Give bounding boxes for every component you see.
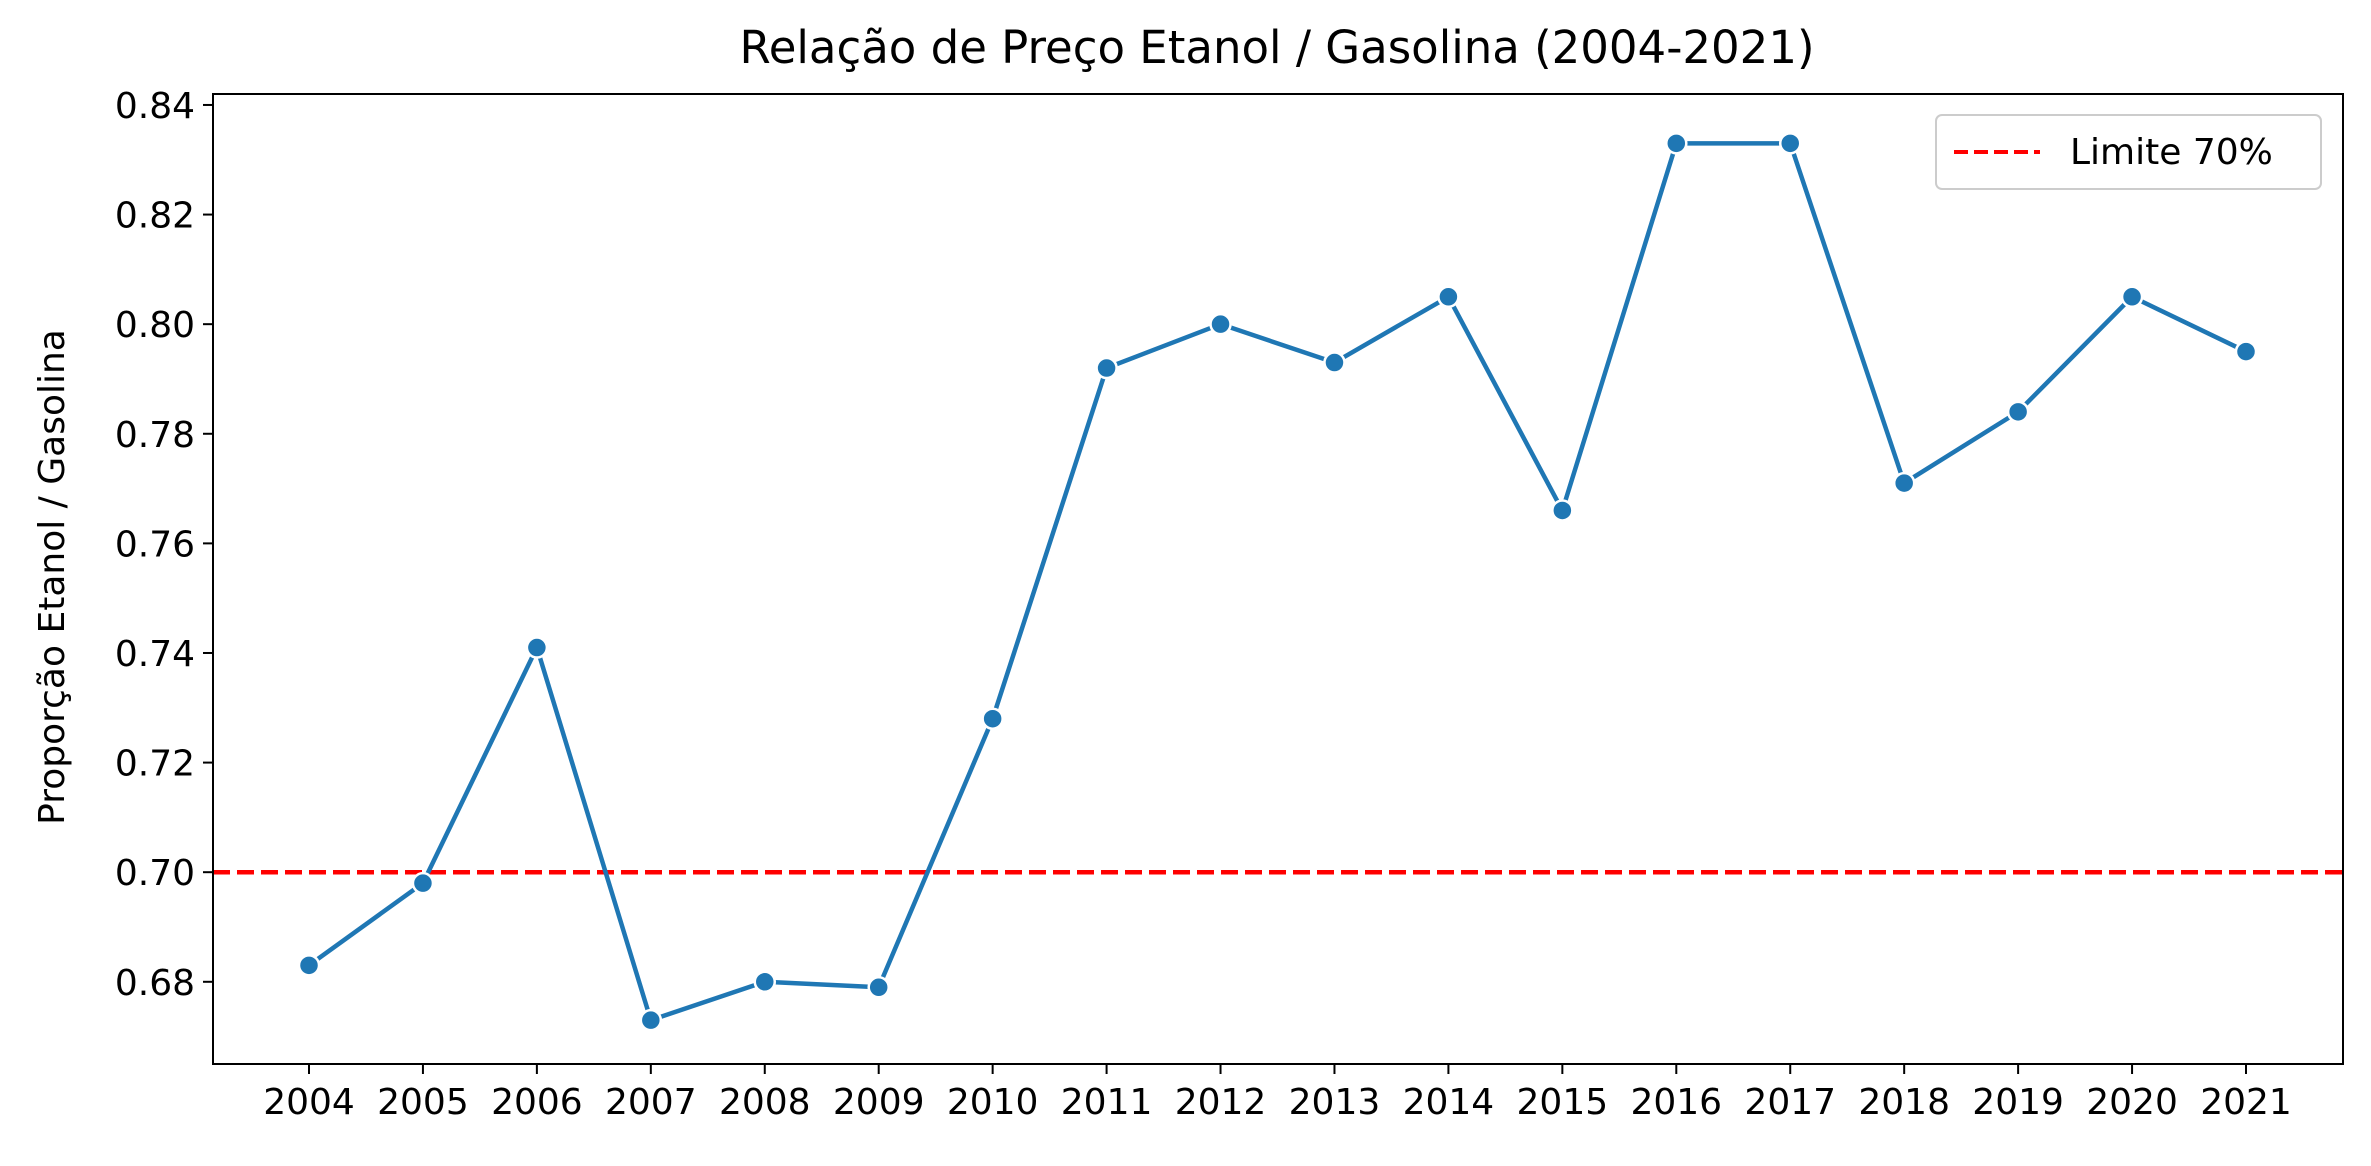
y-tick-label: 0.76 — [115, 524, 195, 565]
data-point — [2120, 285, 2144, 309]
series-line — [307, 141, 2247, 1023]
chart-title: Relação de Preço Etanol / Gasolina (2004… — [739, 21, 1814, 74]
x-tick-label: 2004 — [263, 1082, 355, 1123]
y-tick-label: 0.82 — [115, 196, 195, 237]
x-tick-label: 2013 — [1289, 1082, 1381, 1123]
x-tick-label: 2020 — [2086, 1082, 2178, 1123]
x-tick-label: 2005 — [377, 1082, 469, 1123]
x-tick-label: 2012 — [1175, 1082, 1267, 1123]
data-point — [2234, 340, 2258, 363]
data-point — [1778, 132, 1802, 155]
data-point — [2006, 400, 2030, 424]
y-tick-label: 0.84 — [115, 86, 195, 127]
x-tick-label: 2019 — [1972, 1082, 2064, 1123]
data-point — [1209, 312, 1232, 336]
x-tick-label: 2016 — [1630, 1082, 1722, 1123]
y-tick-label: 0.80 — [115, 305, 195, 346]
legend: Limite 70% — [1935, 114, 2322, 190]
data-point — [981, 707, 1004, 730]
data-point — [753, 970, 777, 994]
y-tick-label: 0.74 — [115, 634, 195, 675]
x-tick-label: 2010 — [947, 1082, 1039, 1123]
data-point — [525, 636, 549, 659]
x-axis-ticks: 2004 2005 2006 2007 2008 2009 2010 2011 2012 2013… — [263, 1064, 2292, 1123]
x-tick-label: 2008 — [719, 1082, 811, 1123]
data-point — [1437, 285, 1460, 309]
x-tick-label: 2018 — [1858, 1082, 1950, 1123]
x-tick-label: 2014 — [1403, 1082, 1495, 1123]
data-point — [1095, 356, 1118, 380]
y-axis-label: Proporção Etanol / Gasolina — [32, 329, 73, 825]
legend-box — [1935, 114, 2322, 190]
data-point — [297, 954, 321, 977]
x-tick-label: 2011 — [1061, 1082, 1153, 1123]
y-tick-label: 0.68 — [115, 963, 195, 1004]
y-axis-ticks: 0.68 0.70 0.72 0.74 0.76 0.78 0.80 0.82 0.84 — [115, 86, 213, 1004]
data-point — [1323, 351, 1346, 374]
x-tick-label: 2015 — [1517, 1082, 1609, 1123]
x-tick-label: 2007 — [605, 1082, 697, 1123]
x-tick-label: 2017 — [1744, 1082, 1836, 1123]
x-tick-label: 2021 — [2200, 1082, 2292, 1123]
data-point — [867, 976, 890, 999]
legend-label-reference: Limite 70% — [2070, 132, 2273, 173]
x-tick-label: 2006 — [491, 1082, 583, 1123]
y-tick-label: 0.78 — [115, 415, 195, 456]
x-tick-label: 2009 — [833, 1082, 925, 1123]
y-tick-label: 0.72 — [115, 744, 195, 785]
series-layer — [297, 132, 2258, 1032]
data-point — [1551, 499, 1574, 522]
y-tick-label: 0.70 — [115, 853, 195, 894]
plot-frame — [212, 93, 2344, 1065]
data-point — [1892, 471, 1916, 495]
data-point — [1665, 132, 1688, 155]
data-point — [411, 871, 435, 895]
data-point — [639, 1008, 663, 1032]
